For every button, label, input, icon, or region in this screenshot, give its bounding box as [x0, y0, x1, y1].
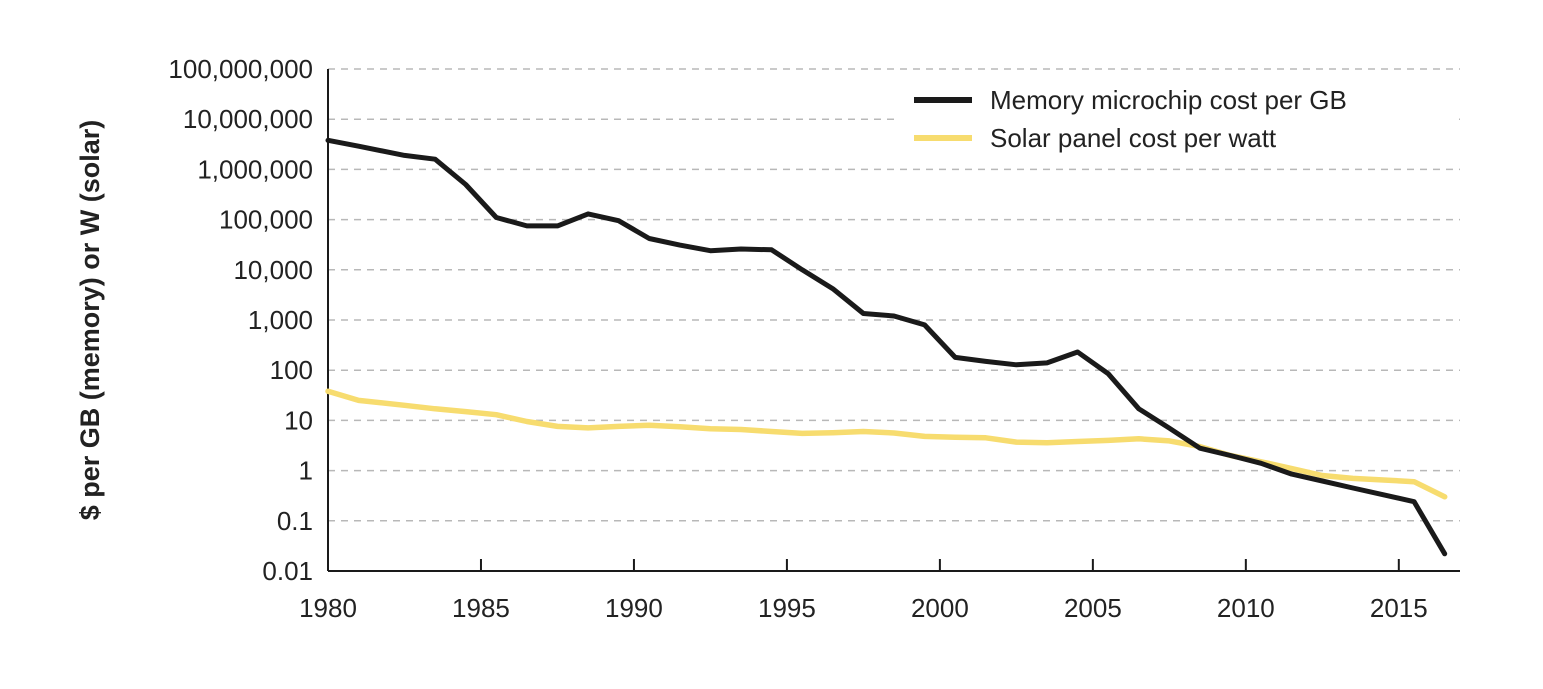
- x-tick-label: 2005: [1064, 593, 1122, 623]
- y-tick-label: 100: [270, 355, 313, 385]
- axes: [327, 69, 1460, 572]
- legend-label: Memory microchip cost per GB: [990, 85, 1347, 115]
- series-line-solar: [325, 388, 1448, 500]
- x-tick-label: 1980: [299, 593, 357, 623]
- x-tick-label: 1985: [452, 593, 510, 623]
- y-tick-label: 0.01: [262, 556, 313, 586]
- legend-label: Solar panel cost per watt: [990, 123, 1277, 153]
- y-axis-title: $ per GB (memory) or W (solar): [75, 120, 105, 521]
- y-tick-label: 1,000,000: [197, 154, 313, 184]
- y-tick-label: 1,000: [248, 305, 313, 335]
- y-tick-label: 100,000: [219, 205, 313, 235]
- series-line-memory: [325, 137, 1448, 557]
- y-tick-label: 0.1: [277, 506, 313, 536]
- y-tick-label: 100,000,000: [168, 54, 313, 84]
- x-tick-label: 1990: [605, 593, 663, 623]
- x-tick-label: 1995: [758, 593, 816, 623]
- x-tick-label: 2000: [911, 593, 969, 623]
- y-tick-label: 10: [284, 405, 313, 435]
- x-tick-labels: 1980 1985 1990 1995 2000 2005 2010 2015: [299, 593, 1428, 623]
- x-tick-label: 2010: [1217, 593, 1275, 623]
- legend: Memory microchip cost per GB Solar panel …: [895, 78, 1455, 162]
- grid: [328, 68, 1460, 522]
- series-lines: [325, 137, 1448, 557]
- y-tick-label: 10,000,000: [183, 104, 313, 134]
- y-tick-labels: 0.01 0.1 1 10 100 1,000 10,000 100,000 1,000,000…: [168, 54, 313, 586]
- y-tick-label: 10,000: [233, 255, 313, 285]
- x-tick-label: 2015: [1370, 593, 1428, 623]
- y-tick-label: 1: [299, 456, 313, 486]
- legend-background: [895, 78, 1455, 162]
